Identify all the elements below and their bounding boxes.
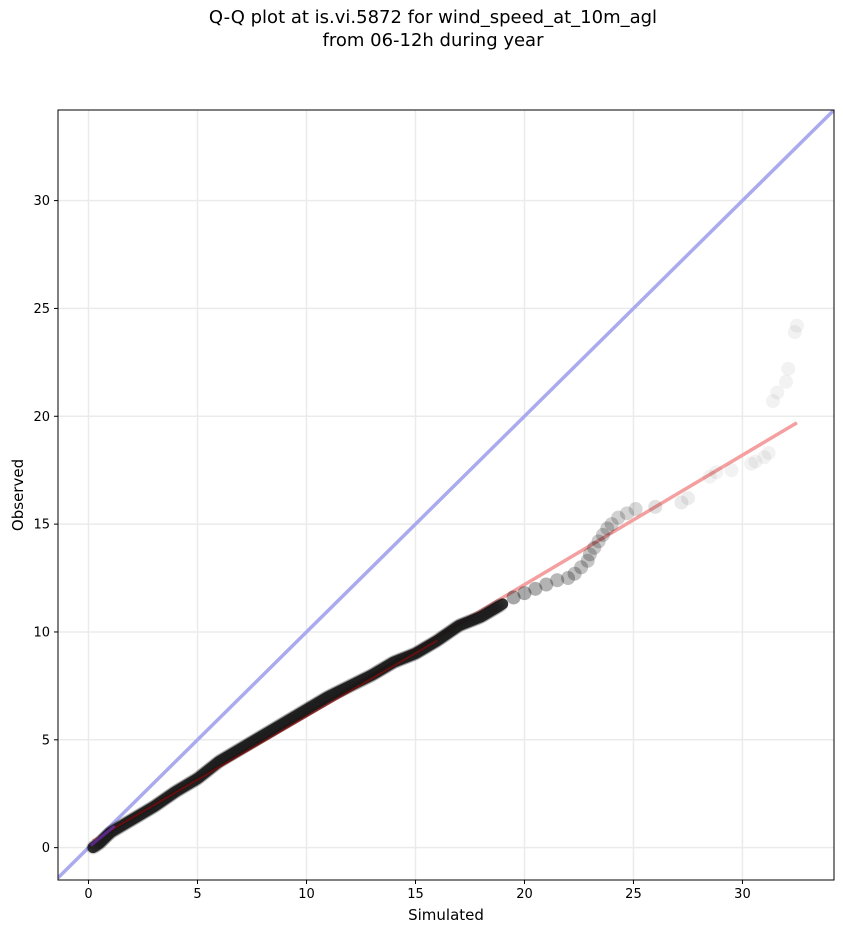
qq-point [765,394,780,409]
qq-point [674,495,689,510]
y-tick-label: 25 [33,302,50,317]
qq-point [574,560,589,575]
chart-title: Q-Q plot at is.vi.5872 for wind_speed_at… [0,6,843,52]
qq-point [702,469,717,484]
qq-point [680,491,695,506]
qq-point [591,534,606,549]
qq-point [517,586,532,601]
x-tick-label: 20 [516,887,533,902]
qq-point [600,521,615,536]
plot-area [58,110,834,880]
y-axis-label: Observed [9,459,27,531]
chart-title-line-2: from 06-12h during year [322,30,544,51]
axis-ticks: 0 5 10 15 20 25 30 0 5 10 15 20 25 30 [33,194,750,902]
chart-title-line-1: Q-Q plot at is.vi.5872 for wind_speed_at… [208,7,658,28]
y-tick-label: 5 [42,733,50,748]
qq-point [550,573,565,588]
x-tick-label: 10 [298,887,315,902]
reference-line-under-points [89,824,116,847]
qq-point [709,465,724,480]
one-to-one-line [58,110,834,880]
qq-point [539,577,554,592]
tail-points [506,318,804,605]
qq-point [744,456,759,471]
y-tick-label: 20 [33,410,50,425]
y-tick-label: 15 [33,518,50,533]
qq-point [789,318,804,333]
qq-point [619,506,634,521]
qq-point [787,325,802,340]
y-tick-label: 10 [33,625,50,640]
qq-point [506,590,521,605]
qq-point [761,445,776,460]
qq-point [628,502,643,517]
qq-point [781,361,796,376]
x-tick-label: 15 [407,887,424,902]
qq-point [582,547,597,562]
qq-point [595,527,610,542]
qq-point [587,540,602,555]
qq-point [567,566,582,581]
y-tick-label: 30 [33,194,50,209]
qq-point [748,454,763,469]
dense-points [85,597,509,855]
x-tick-label: 0 [84,887,92,902]
qq-point [528,581,543,596]
qq-point [779,374,794,389]
x-axis-label: Simulated [408,906,484,924]
x-tick-label: 25 [625,887,642,902]
qq-point [561,571,576,586]
qq-point [648,499,663,514]
qq-point [604,517,619,532]
fit-line-under-points [109,639,438,832]
x-tick-label: 30 [734,887,751,902]
qq-point [580,553,595,568]
qq-point [724,463,739,478]
qq-point [611,510,626,525]
qq-point [757,450,772,465]
qq-point [770,385,785,400]
y-tick-label: 0 [42,841,50,856]
plot-frame [57,109,835,881]
x-tick-label: 5 [193,887,201,902]
